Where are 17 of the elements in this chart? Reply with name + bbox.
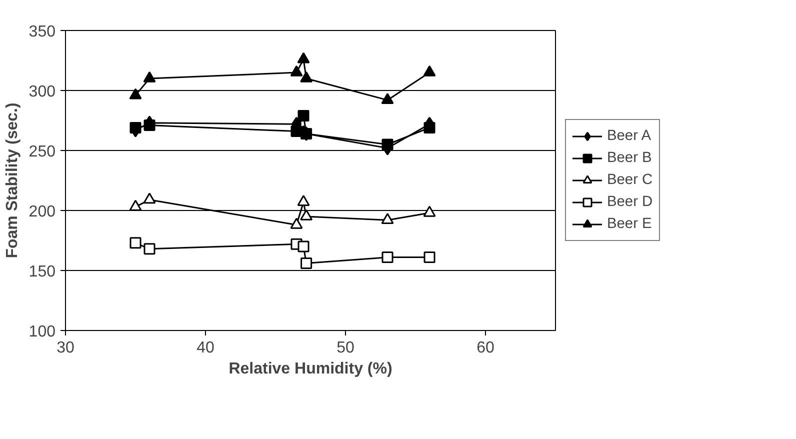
x-axis-title: Relative Humidity (%): [228, 360, 392, 378]
x-tick-label: 50: [336, 340, 354, 356]
x-tick-label: 40: [196, 340, 214, 356]
y-tick-label: 300: [28, 84, 56, 100]
legend-label: Beer B: [607, 150, 652, 166]
x-tick-label: 60: [476, 340, 494, 356]
y-tick-label: 350: [28, 24, 56, 40]
y-tick-label: 150: [28, 264, 56, 280]
legend-label: Beer E: [607, 216, 652, 232]
y-tick-label: 200: [28, 204, 56, 220]
legend-label: Beer A: [607, 128, 651, 144]
legend-label: Beer D: [607, 194, 653, 210]
y-tick-label: 100: [28, 324, 56, 340]
y-axis-title: Foam Stability (sec.): [4, 102, 21, 258]
y-tick-label: 250: [28, 144, 56, 160]
x-tick-label: 30: [56, 340, 74, 356]
legend-label: Beer C: [607, 172, 653, 188]
